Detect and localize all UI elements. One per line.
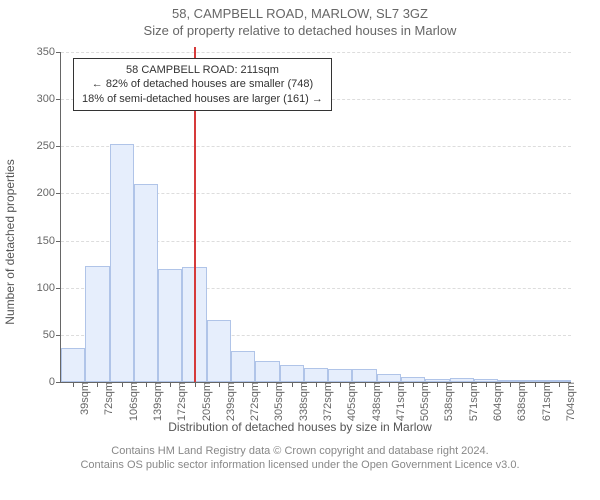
xtick-mark <box>510 382 511 387</box>
histogram-bar <box>450 378 474 382</box>
xtick-label: 438sqm <box>369 382 383 421</box>
histogram-bar <box>207 320 231 382</box>
xtick-label: 139sqm <box>150 382 164 421</box>
xtick-mark <box>292 382 293 387</box>
xtick-mark <box>146 382 147 387</box>
ytick-label: 200 <box>37 187 61 199</box>
xtick-label: 704sqm <box>563 382 577 421</box>
xtick-mark <box>316 382 317 387</box>
ytick-label: 300 <box>37 93 61 105</box>
title-address: 58, CAMPBELL ROAD, MARLOW, SL7 3GZ <box>0 6 600 21</box>
xtick-mark <box>486 382 487 387</box>
xtick-label: 172sqm <box>174 382 188 421</box>
histogram-bar <box>474 379 498 382</box>
histogram-bar <box>352 369 376 382</box>
xtick-mark <box>389 382 390 387</box>
xtick-mark <box>365 382 366 387</box>
xtick-mark <box>340 382 341 387</box>
xtick-mark <box>170 382 171 387</box>
xtick-label: 106sqm <box>126 382 140 421</box>
chart-container: Number of detached properties 58 CAMPBEL… <box>0 42 600 442</box>
xtick-label: 604sqm <box>490 382 504 421</box>
xtick-label: 571sqm <box>466 382 480 421</box>
histogram-bar <box>110 144 134 382</box>
histogram-bar <box>328 369 352 382</box>
histogram-bar <box>85 266 109 382</box>
histogram-bar <box>401 377 425 382</box>
y-axis-label: Number of detached properties <box>3 159 17 324</box>
ytick-label: 350 <box>37 46 61 58</box>
annotation-box: 58 CAMPBELL ROAD: 211sqm ← 82% of detach… <box>73 58 332 111</box>
xtick-label: 638sqm <box>514 382 528 421</box>
xtick-mark <box>97 382 98 387</box>
xtick-label: 72sqm <box>101 382 115 415</box>
xtick-mark <box>413 382 414 387</box>
annotation-line-2: ← 82% of detached houses are smaller (74… <box>82 77 323 91</box>
xtick-mark <box>243 382 244 387</box>
xtick-mark <box>73 382 74 387</box>
xtick-mark <box>267 382 268 387</box>
xtick-mark <box>437 382 438 387</box>
xtick-label: 671sqm <box>539 382 553 421</box>
xtick-mark <box>535 382 536 387</box>
histogram-bar <box>61 348 85 382</box>
xtick-mark <box>219 382 220 387</box>
histogram-bar <box>231 351 255 382</box>
plot-area: 58 CAMPBELL ROAD: 211sqm ← 82% of detach… <box>60 52 571 383</box>
ytick-label: 150 <box>37 235 61 247</box>
xtick-label: 205sqm <box>199 382 213 421</box>
xtick-label: 471sqm <box>393 382 407 421</box>
ytick-label: 0 <box>49 376 61 388</box>
histogram-bar <box>134 184 158 382</box>
ytick-label: 50 <box>43 329 61 341</box>
xtick-label: 372sqm <box>320 382 334 421</box>
histogram-bar <box>280 365 304 382</box>
footer-line-1: Contains HM Land Registry data © Crown c… <box>0 444 600 458</box>
xtick-label: 39sqm <box>77 382 91 415</box>
xtick-label: 538sqm <box>441 382 455 421</box>
annotation-line-3: 18% of semi-detached houses are larger (… <box>82 92 323 106</box>
histogram-bar <box>522 380 546 382</box>
histogram-bar <box>158 269 182 382</box>
xtick-mark <box>195 382 196 387</box>
footer-line-2: Contains OS public sector information li… <box>0 458 600 472</box>
ytick-label: 100 <box>37 282 61 294</box>
x-axis-label: Distribution of detached houses by size … <box>0 420 600 434</box>
histogram-bar <box>425 379 449 382</box>
xtick-label: 239sqm <box>223 382 237 421</box>
ytick-label: 250 <box>37 140 61 152</box>
title-description: Size of property relative to detached ho… <box>0 23 600 38</box>
xtick-label: 305sqm <box>271 382 285 421</box>
histogram-bar <box>547 380 571 382</box>
histogram-bar <box>498 380 522 382</box>
xtick-label: 272sqm <box>247 382 261 421</box>
xtick-label: 338sqm <box>296 382 310 421</box>
xtick-label: 405sqm <box>344 382 358 421</box>
annotation-line-1: 58 CAMPBELL ROAD: 211sqm <box>82 63 323 77</box>
xtick-label: 505sqm <box>417 382 431 421</box>
xtick-mark <box>559 382 560 387</box>
histogram-bar <box>304 368 328 382</box>
xtick-mark <box>462 382 463 387</box>
histogram-bar <box>255 361 279 382</box>
footer: Contains HM Land Registry data © Crown c… <box>0 444 600 473</box>
histogram-bar <box>377 374 401 382</box>
xtick-mark <box>122 382 123 387</box>
